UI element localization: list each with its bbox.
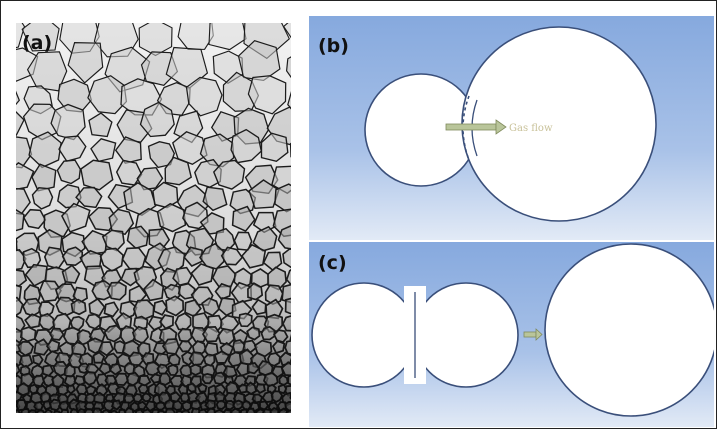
gas-flow-arrow [445, 119, 507, 135]
foam-cell [282, 248, 291, 269]
foam-cell [287, 90, 291, 110]
foam-cell [260, 132, 289, 163]
foam-cell [230, 128, 263, 164]
foam-cell [88, 112, 113, 138]
foam-cell [156, 202, 187, 233]
foam-cell [185, 76, 223, 117]
foam-cell [140, 51, 179, 86]
foam-cell [177, 23, 214, 50]
panel-c-label: (c) [318, 252, 347, 274]
foam-cell [248, 179, 280, 210]
foam-cell [58, 135, 87, 162]
foam-cell [252, 211, 277, 234]
foam-cell [70, 298, 87, 316]
foam-cell [157, 246, 186, 274]
foam-cell [132, 299, 155, 320]
panel-b-diagram: Gas flow [309, 16, 714, 240]
foam-photo-image [16, 23, 291, 413]
foam-cell [165, 295, 185, 317]
foam-cell [282, 23, 291, 39]
foam-cell [31, 163, 57, 192]
foam-cell [16, 209, 25, 232]
foam-cell [285, 56, 291, 79]
foam-cell [241, 243, 267, 269]
foam-cell [61, 264, 81, 284]
foam-cell [99, 247, 124, 273]
foam-cell [148, 228, 171, 252]
foam-cell [230, 281, 253, 304]
foam-cell [16, 90, 21, 106]
foam-cell [172, 131, 208, 166]
foam-cell [22, 247, 42, 269]
foam-cell [50, 103, 86, 141]
foam-cell [22, 208, 47, 230]
foam-cell [214, 282, 232, 301]
foam-cell [16, 296, 24, 317]
foam-cell [16, 162, 35, 191]
foam-cell [247, 75, 287, 115]
panel-a-label: (a) [22, 32, 53, 54]
foam-cell [67, 41, 104, 84]
foam-cell [56, 159, 82, 185]
panel-b-label: (b) [318, 35, 349, 57]
left-bubble [311, 282, 417, 388]
foam-cell [28, 131, 62, 169]
foam-cell [231, 205, 256, 233]
foam-cell [252, 225, 278, 252]
foam-cell [31, 187, 54, 210]
foam-cell [142, 278, 165, 302]
foam-cell [21, 23, 60, 52]
coalescence-arrow [523, 328, 543, 341]
foam-cell [220, 246, 244, 266]
foam-cell [208, 23, 247, 51]
foam-cell [114, 136, 142, 164]
coalescence-diagram [309, 242, 714, 427]
foam-cell [75, 186, 103, 209]
foam-cell [277, 225, 291, 250]
panel-c-diagram [309, 242, 714, 427]
foam-cell [212, 159, 246, 190]
foam-cell [88, 297, 106, 317]
foam-cell [284, 297, 291, 315]
foam-cell [38, 280, 62, 303]
foam-cell [80, 159, 114, 191]
foam-cell [247, 282, 264, 301]
foam-cell [139, 101, 175, 138]
foam-cell [202, 186, 228, 212]
foam-cell [72, 286, 88, 304]
gas-flow-label: Gas flow [509, 123, 553, 134]
foam-cell [91, 280, 113, 301]
foam-cell [60, 202, 91, 233]
foam-cell [274, 183, 291, 213]
foam-cell [103, 301, 120, 318]
diffusion-diagram: Gas flow [309, 16, 714, 240]
foam-cell [24, 263, 48, 287]
foam-cell [165, 46, 209, 90]
foam-cell [281, 283, 291, 304]
right-bubble [413, 282, 519, 388]
foam-cell [106, 281, 127, 301]
foam-cell [217, 297, 237, 317]
foam-cell [90, 138, 117, 163]
coalesced-bubble [544, 243, 714, 417]
foam-cell [199, 212, 225, 235]
foam-cell [190, 262, 215, 286]
foam-cell [108, 208, 135, 236]
foam-photo [16, 23, 291, 413]
foam-cell [172, 266, 193, 287]
foam-cell [285, 268, 291, 286]
foam-cell [16, 110, 25, 136]
